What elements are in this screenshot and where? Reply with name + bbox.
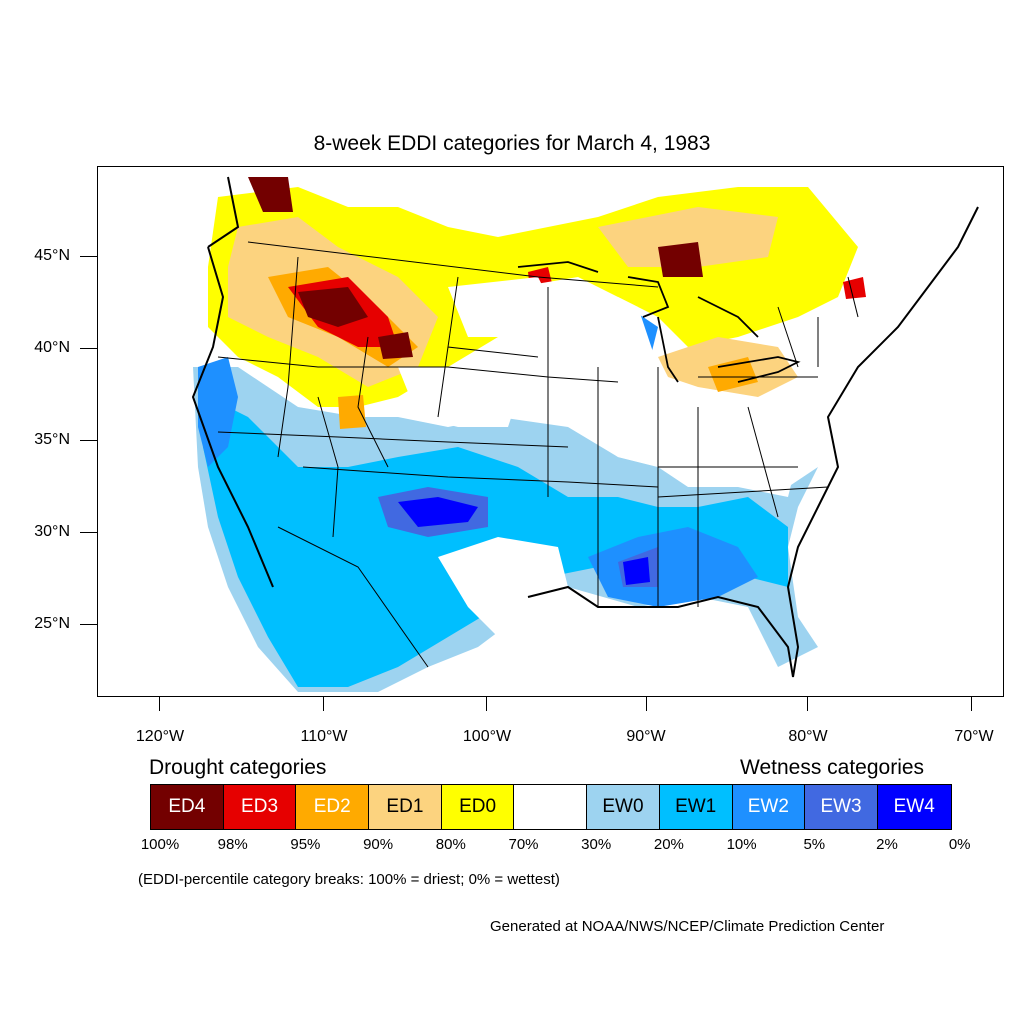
lat-label-35: 35°N — [34, 431, 70, 448]
legend-box-ed0: ED0 — [441, 785, 515, 829]
dry-region-ed4-ontario — [658, 242, 703, 277]
lon-tick — [646, 697, 647, 711]
break-label: 0% — [948, 836, 971, 853]
break-label: 80% — [435, 836, 466, 853]
legend-box-ew1: EW1 — [659, 785, 733, 829]
legend-box-ed3: ED3 — [223, 785, 297, 829]
lon-label-110: 110°W — [300, 728, 348, 745]
dry-region-ed4-canada-west — [248, 177, 293, 212]
category-legend: ED4 ED3 ED2 ED1 ED0 EW0 EW1 EW2 EW3 EW4 — [150, 784, 952, 830]
break-label: 90% — [363, 836, 394, 853]
wet-region-ew4-mississippi — [623, 557, 650, 585]
lat-tick — [80, 624, 97, 625]
lon-tick — [486, 697, 487, 711]
lon-label-70: 70°W — [954, 728, 994, 745]
great-lakes-outline — [517, 261, 801, 383]
neutral-region-texas — [438, 537, 568, 637]
legend-box-ew3: EW3 — [805, 785, 878, 829]
eddi-map — [191, 176, 979, 692]
lon-label-120: 120°W — [135, 728, 185, 745]
drought-heading: Drought categories — [149, 756, 327, 779]
map-title: 8-week EDDI categories for March 4, 1983 — [313, 132, 711, 155]
break-label: 30% — [581, 836, 612, 853]
legend-box-ed2: ED2 — [296, 785, 370, 829]
lat-label-40: 40°N — [34, 339, 70, 356]
lon-label-100: 100°W — [462, 728, 512, 745]
dry-region-ed3-maine — [843, 277, 866, 299]
break-label: 5% — [803, 836, 826, 853]
break-label: 95% — [290, 836, 321, 853]
break-label: 100% — [140, 836, 180, 853]
wetness-heading: Wetness categories — [740, 756, 925, 779]
break-label: 20% — [653, 836, 684, 853]
lat-tick — [80, 348, 97, 349]
lat-label-25: 25°N — [34, 615, 70, 632]
neutral-region-plains — [398, 367, 518, 427]
lat-tick — [80, 532, 97, 533]
lat-tick — [80, 256, 97, 257]
credit-line: Generated at NOAA/NWS/NCEP/Climate Predi… — [490, 918, 885, 935]
break-label: 10% — [726, 836, 757, 853]
legend-box-ew2: EW2 — [732, 785, 806, 829]
legend-box-neutral — [514, 785, 588, 829]
legend-box-ed4: ED4 — [151, 785, 224, 829]
legend-box-ed1: ED1 — [369, 785, 442, 829]
lon-label-90: 90°W — [626, 728, 666, 745]
lon-tick — [807, 697, 808, 711]
lon-tick — [323, 697, 324, 711]
legend-box-ew4: EW4 — [877, 785, 951, 829]
dry-region-ed2-texas — [338, 395, 366, 429]
category-note: (EDDI-percentile category breaks: 100% =… — [138, 871, 560, 888]
dry-region-ed4-wyoming — [378, 332, 413, 359]
legend-box-ew0: EW0 — [587, 785, 660, 829]
lat-tick — [80, 440, 97, 441]
map-panel — [97, 166, 1004, 697]
lon-label-80: 80°W — [788, 728, 828, 745]
neutral-region-northern-plains — [448, 277, 558, 337]
dry-region-ed1-canada — [598, 207, 778, 267]
state-boundaries — [217, 241, 859, 668]
break-label: 98% — [217, 836, 248, 853]
dry-region-ed4-idaho — [298, 287, 368, 327]
break-label: 2% — [876, 836, 898, 853]
coastline — [191, 176, 979, 678]
break-label: 70% — [508, 836, 539, 853]
lon-tick — [159, 697, 160, 711]
lat-label-45: 45°N — [34, 247, 70, 264]
lon-tick — [971, 697, 972, 711]
lat-label-30: 30°N — [34, 523, 70, 540]
wet-region-ew4-plains — [398, 497, 478, 527]
